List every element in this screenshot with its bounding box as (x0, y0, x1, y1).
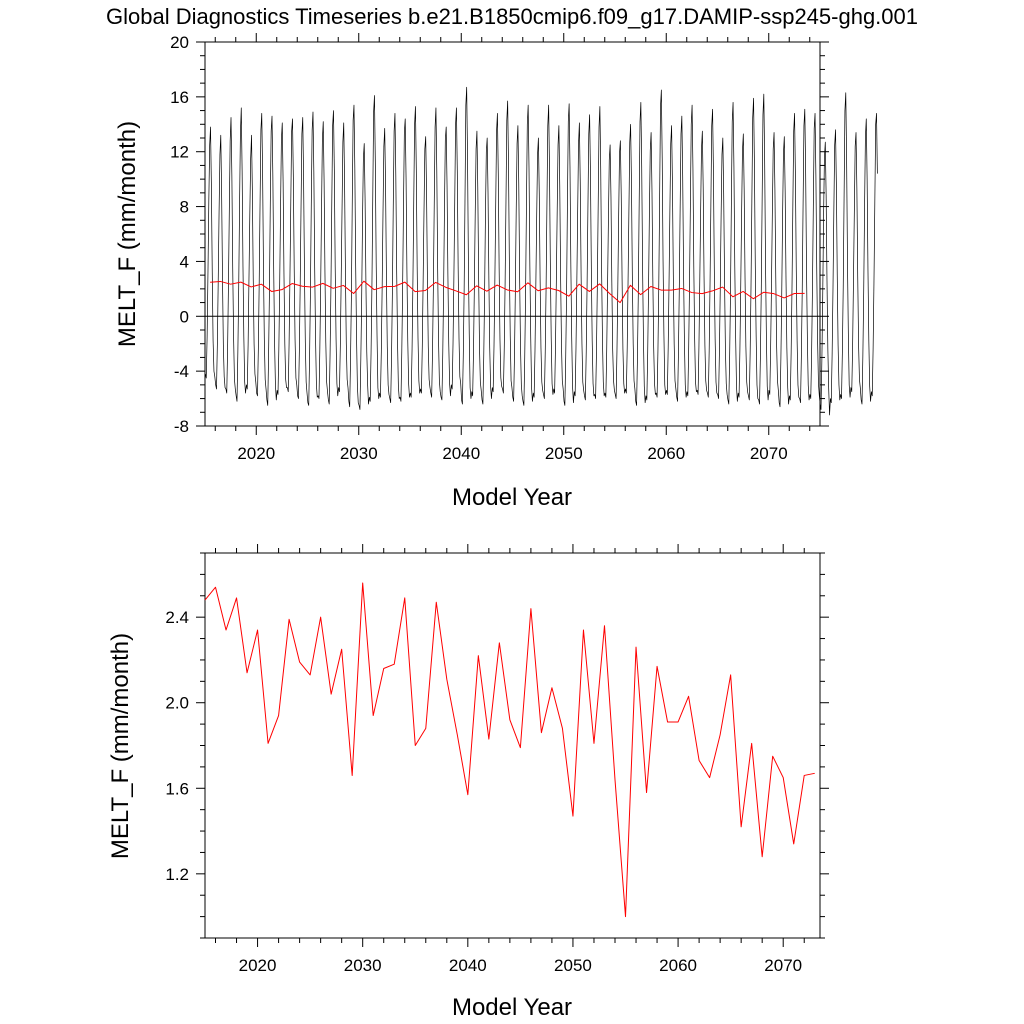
top-y-tick-label: 12 (170, 143, 189, 162)
top-annual-series-line (210, 280, 805, 304)
bottom-x-axis-label: Model Year (452, 994, 572, 1021)
top-x-tick-label: 2060 (647, 444, 685, 463)
bottom-panel: 2020 2030 2040 2050 2060 2070 1.2 1.6 2.0 2.4 Mod… (107, 544, 829, 1021)
bottom-x-tick-label: 2060 (659, 956, 697, 975)
bottom-x-tick-label: 2040 (449, 956, 487, 975)
top-monthly-series-line (205, 86, 878, 416)
top-y-axis-label: MELT_F (mm/month) (114, 121, 141, 347)
top-series (205, 86, 878, 416)
top-y-tick-label: -4 (174, 362, 189, 381)
bottom-series (204, 582, 815, 918)
top-x-tick-label: 2070 (750, 444, 788, 463)
bottom-x-tick-label: 2030 (344, 956, 382, 975)
bottom-tick-labels: 2020 2030 2040 2050 2060 2070 1.2 1.6 2.0 2.4 (165, 608, 802, 975)
top-x-tick-label: 2020 (237, 444, 275, 463)
top-y-tick-label: 20 (170, 33, 189, 52)
top-y-tick-label: 16 (170, 88, 189, 107)
top-x-tick-label: 2030 (340, 444, 378, 463)
top-y-tick-label: 8 (180, 198, 189, 217)
bottom-plot-frame (204, 552, 821, 939)
top-plot-frame (204, 41, 821, 427)
bottom-y-axis-label: MELT_F (mm/month) (107, 633, 134, 859)
bottom-x-tick-label: 2020 (239, 956, 277, 975)
bottom-y-tick-label: 1.2 (165, 865, 189, 884)
bottom-x-tick-label: 2070 (764, 956, 802, 975)
top-x-tick-label: 2050 (545, 444, 583, 463)
top-panel: 2020 2030 2040 2050 2060 2070 -8 -4 0 4 8 12 16 20 Mo… (114, 33, 878, 511)
top-tick-labels: 2020 2030 2040 2050 2060 2070 -8 -4 0 4 8 12 16 20 (170, 33, 788, 463)
top-y-tick-label: 0 (180, 307, 189, 326)
top-ticks (196, 33, 829, 435)
top-y-tick-label: -8 (174, 417, 189, 436)
top-x-tick-label: 2040 (442, 444, 480, 463)
bottom-annual-series-line (204, 582, 815, 918)
top-y-tick-label: 4 (180, 252, 189, 271)
bottom-ticks (196, 544, 829, 947)
bottom-y-tick-label: 2.4 (165, 608, 189, 627)
bottom-x-tick-label: 2050 (554, 956, 592, 975)
bottom-y-tick-label: 1.6 (165, 779, 189, 798)
figure-title: Global Diagnostics Timeseries b.e21.B185… (106, 4, 918, 29)
top-x-axis-label: Model Year (452, 484, 572, 511)
bottom-y-tick-label: 2.0 (165, 694, 189, 713)
